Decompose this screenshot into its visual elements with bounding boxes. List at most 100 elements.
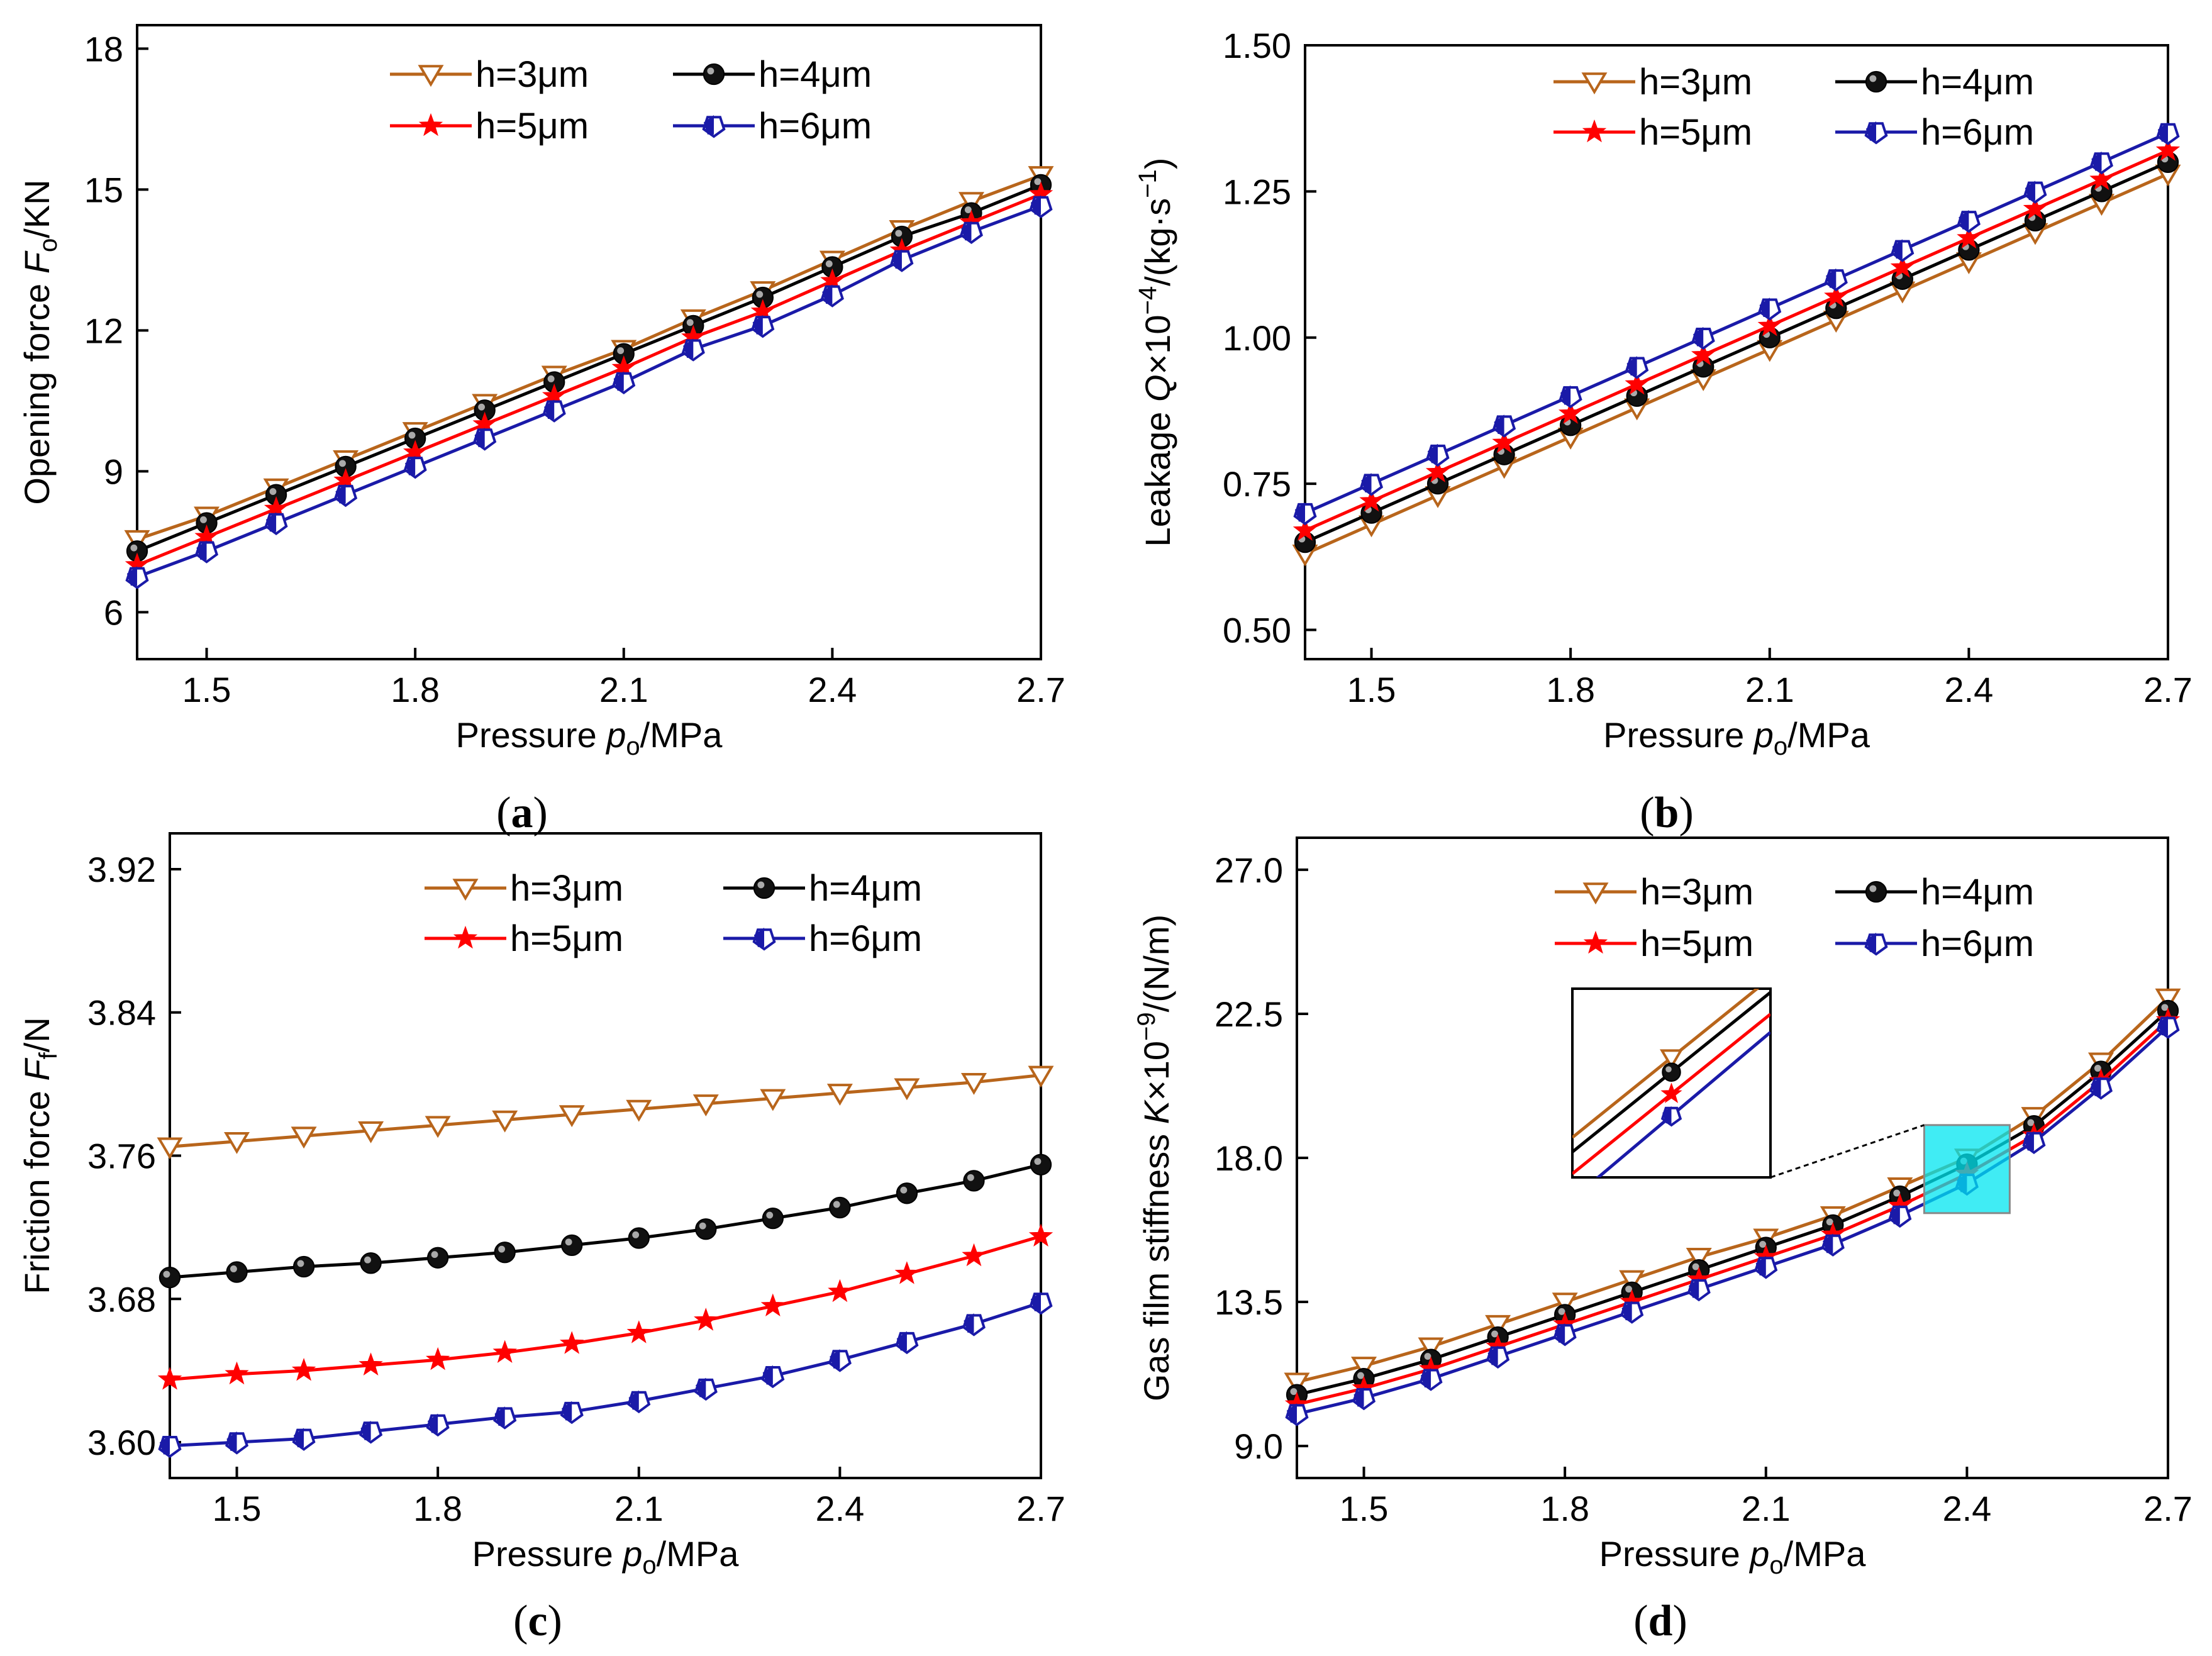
data-point bbox=[626, 1099, 652, 1122]
data-point-highlight bbox=[498, 1245, 506, 1253]
y-axis-label: Gas film stiffness K×10−9/(N/m) bbox=[1133, 914, 1176, 1401]
data-point bbox=[494, 1242, 516, 1264]
legend-label: h=5μm bbox=[1640, 923, 1753, 964]
data-point-highlight bbox=[364, 1256, 371, 1264]
data-point bbox=[492, 1340, 517, 1363]
data-point-fill bbox=[544, 399, 555, 420]
caption-letter: c bbox=[528, 1597, 547, 1645]
data-point-highlight bbox=[297, 1260, 304, 1267]
data-point-fill bbox=[1889, 1204, 1900, 1225]
x-tick-label: 2.1 bbox=[614, 1489, 664, 1528]
data-point bbox=[828, 1279, 852, 1303]
x-tick-label: 2.4 bbox=[1942, 1489, 1991, 1528]
legend-entry-h3: h=3μm bbox=[1555, 872, 1753, 913]
y-axis-label-scale: ×10 bbox=[1138, 314, 1177, 374]
series-h6 bbox=[158, 1291, 1053, 1459]
data-point-fill bbox=[1759, 297, 1770, 318]
data-point bbox=[2023, 196, 2048, 220]
data-point-highlight bbox=[163, 1270, 170, 1278]
y-tick-label: 6 bbox=[104, 592, 123, 632]
y-axis-label-main: Leakage bbox=[1138, 402, 1177, 547]
legend-label: h=6μm bbox=[1921, 112, 2034, 153]
legend-entry-h5: h=5μm bbox=[1555, 923, 1753, 964]
data-point-fill bbox=[1030, 1291, 1041, 1311]
data-point-fill bbox=[1693, 326, 1704, 347]
x-axis-label-unit: /MPa bbox=[1784, 1534, 1867, 1574]
x-axis-label: Pressure po/MPa bbox=[456, 715, 723, 760]
y-axis-label-var: K bbox=[1137, 1099, 1176, 1124]
data-point bbox=[157, 1137, 183, 1160]
y-tick-label: 3.84 bbox=[87, 993, 156, 1033]
y-axis-label-unit: /(N/m) bbox=[1137, 914, 1176, 1013]
data-point-highlight bbox=[1893, 1189, 1901, 1197]
data-point bbox=[894, 1261, 920, 1284]
caption-letter: d bbox=[1648, 1597, 1673, 1645]
data-point-fill bbox=[1487, 1345, 1498, 1365]
data-point bbox=[360, 1252, 382, 1274]
legend-entry-h3: h=3μm bbox=[1553, 62, 1752, 103]
data-point-fill bbox=[1621, 1301, 1632, 1321]
series-line bbox=[169, 1163, 1042, 1279]
chart-b: 1.5 1.8 2.1 2.4 2.7 0.50 0.75 1.00 1.25 1.50 h=3μm… bbox=[1134, 26, 2193, 837]
legend-marker bbox=[418, 65, 444, 87]
legend-label: h=5μm bbox=[510, 918, 623, 959]
x-tick-label: 2.4 bbox=[815, 1489, 864, 1528]
data-point bbox=[561, 1234, 583, 1257]
series-line bbox=[136, 183, 1042, 553]
data-point-fill bbox=[1286, 1403, 1297, 1423]
legend-marker bbox=[1865, 881, 1887, 903]
data-point-highlight bbox=[230, 1265, 237, 1272]
y-tick-label: 13.5 bbox=[1214, 1282, 1283, 1322]
data-point-highlight bbox=[565, 1238, 572, 1246]
data-point-highlight bbox=[547, 375, 555, 382]
data-point bbox=[1559, 401, 1583, 424]
x-tick-label: 2.1 bbox=[599, 670, 648, 709]
series-h6 bbox=[125, 195, 1053, 589]
legend-marker-highlight bbox=[1869, 75, 1877, 82]
y-tick-label: 15 bbox=[84, 170, 123, 209]
series-h3 bbox=[124, 166, 1054, 552]
data-point-highlight bbox=[632, 1231, 640, 1238]
y-tick-label: 3.68 bbox=[87, 1279, 156, 1319]
x-axis-label-sub: o bbox=[1769, 1552, 1783, 1579]
legend-entry-h5: h=5μm bbox=[390, 106, 589, 147]
zoom-data-point-fill bbox=[1662, 1106, 1672, 1124]
data-point-fill bbox=[1959, 209, 1969, 230]
data-point bbox=[1425, 459, 1450, 482]
data-point-highlight bbox=[1759, 1240, 1767, 1248]
legend-marker-fill bbox=[1865, 933, 1876, 952]
data-point-fill bbox=[126, 566, 137, 586]
plot-frame bbox=[1304, 44, 2169, 660]
data-point-fill bbox=[226, 1431, 237, 1451]
x-tick-label: 2.7 bbox=[2143, 1489, 2193, 1528]
data-point-highlight bbox=[1692, 1263, 1699, 1270]
legend-label: h=6μm bbox=[1921, 923, 2034, 964]
data-point bbox=[358, 1352, 383, 1375]
series-line bbox=[169, 1235, 1042, 1381]
y-axis-label-scale: ×10 bbox=[1137, 1041, 1176, 1101]
x-tick-label: 2.4 bbox=[1944, 670, 1993, 709]
legend-label: h=4μm bbox=[1921, 872, 2034, 913]
legend-marker bbox=[452, 879, 479, 901]
data-point-fill bbox=[961, 221, 972, 241]
data-point bbox=[1824, 284, 1848, 307]
legend-marker-fill bbox=[703, 115, 714, 135]
caption-letter: b bbox=[1655, 789, 1679, 837]
data-point-fill bbox=[628, 1390, 639, 1410]
data-point-highlight bbox=[1826, 1218, 1833, 1226]
y-axis-label-unit: /N bbox=[17, 1017, 57, 1052]
data-point-fill bbox=[1560, 385, 1571, 405]
caption-close: ) bbox=[1672, 1597, 1687, 1645]
data-point-highlight bbox=[2161, 1004, 2169, 1011]
data-point bbox=[559, 1105, 585, 1128]
data-point-fill bbox=[1626, 356, 1637, 376]
legend-label: h=5μm bbox=[475, 106, 589, 147]
legend-entry-h4: h=4μm bbox=[673, 54, 872, 95]
series-h3 bbox=[157, 1065, 1054, 1160]
data-point-fill bbox=[822, 284, 833, 304]
data-point bbox=[1890, 255, 1915, 278]
x-axis-label-sub: o bbox=[1774, 733, 1787, 760]
data-point bbox=[2155, 988, 2181, 1011]
data-point-fill bbox=[1892, 239, 1903, 259]
data-point bbox=[1028, 1223, 1053, 1247]
